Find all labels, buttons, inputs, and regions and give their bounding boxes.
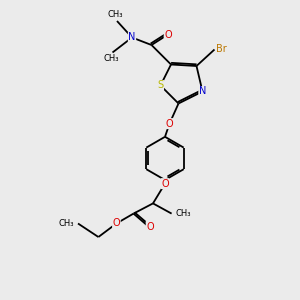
Text: O: O	[164, 29, 172, 40]
Text: CH₃: CH₃	[59, 219, 74, 228]
Text: N: N	[128, 32, 136, 43]
Text: O: O	[161, 178, 169, 189]
Text: N: N	[199, 86, 206, 97]
Text: S: S	[158, 80, 164, 91]
Text: CH₃: CH₃	[175, 209, 191, 218]
Text: O: O	[166, 118, 173, 129]
Text: Br: Br	[216, 44, 227, 55]
Text: CH₃: CH₃	[108, 11, 123, 20]
Text: O: O	[146, 221, 154, 232]
Text: CH₃: CH₃	[103, 54, 119, 63]
Text: O: O	[112, 218, 120, 229]
